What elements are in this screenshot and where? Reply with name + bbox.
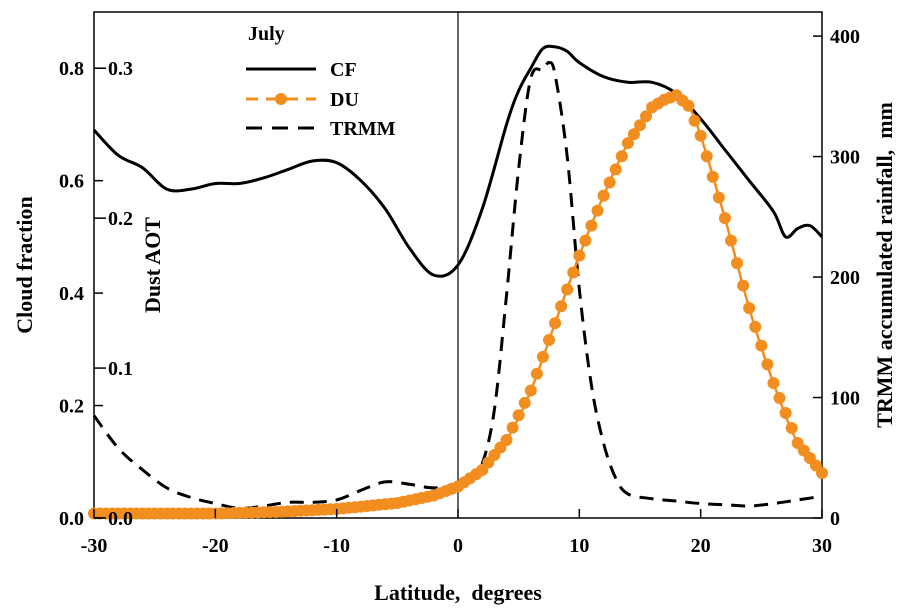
data-point-du [700, 150, 713, 163]
ticks-layer: -30 -20 -10 0 10 20 30 0.0 0.2 0.4 0.6 0.8 0.0 0.1 0.2… [59, 26, 860, 557]
series-line-cf [92, 44, 824, 278]
data-point-du [536, 350, 549, 363]
data-point-du [737, 279, 750, 292]
data-point-du [603, 176, 616, 189]
data-point-du [761, 358, 774, 371]
legend-label-trmm: TRMM [330, 118, 396, 140]
right-y-tick-label: 400 [830, 26, 860, 48]
inner-y-tick-label: 0.1 [108, 358, 133, 380]
data-point-du [773, 392, 786, 405]
series-markers-du [88, 89, 828, 520]
inner-y-tick-label: 0.3 [108, 58, 133, 80]
data-point-du [688, 114, 701, 127]
data-point-du [597, 189, 610, 202]
data-point-du [785, 422, 798, 435]
data-point-du [530, 367, 543, 380]
data-point-du [634, 119, 646, 132]
left-y-tick-label: 0.6 [59, 171, 84, 193]
data-point-du [506, 421, 519, 434]
data-point-du [524, 384, 537, 397]
left-y-axis-label: Cloud fraction [12, 196, 37, 334]
x-tick-label: 0 [453, 535, 463, 557]
data-point-du [712, 191, 725, 204]
data-point-du [555, 300, 568, 313]
x-tick-label: -20 [202, 535, 229, 557]
data-point-du [627, 128, 640, 141]
left-y-tick-label: 0.0 [59, 508, 84, 530]
legend-label-du: DU [330, 89, 359, 111]
data-point-du [543, 333, 555, 346]
x-axis-label: Latitude, degrees [374, 580, 542, 605]
data-point-du [706, 170, 719, 183]
data-point-du [621, 137, 634, 150]
legend: July CF DU TRMM [246, 23, 396, 140]
data-point-du [682, 99, 695, 112]
right-y-tick-label: 0 [830, 508, 840, 530]
data-point-du [718, 212, 731, 225]
inner-y-tick-label: 0.0 [108, 508, 133, 530]
data-point-du [549, 317, 562, 330]
data-point-du [573, 249, 586, 262]
data-point-du [561, 283, 574, 296]
right-y-tick-label: 100 [830, 388, 860, 410]
data-point-du [816, 467, 828, 480]
x-tick-label: 10 [569, 535, 589, 557]
x-tick-label: -30 [81, 535, 108, 557]
data-point-du [579, 234, 592, 247]
data-point-du [749, 320, 762, 333]
right-y-axis-label: TRMM accumulated rainfall, mm [872, 102, 897, 428]
data-point-du [755, 339, 768, 352]
inner-y-tick-label: 0.2 [108, 208, 133, 230]
data-point-du [609, 163, 622, 176]
x-tick-label: 30 [812, 535, 832, 557]
data-point-du [518, 396, 531, 409]
right-y-tick-label: 200 [830, 267, 860, 289]
data-point-du [500, 434, 513, 447]
x-tick-label: -10 [323, 535, 350, 557]
data-point-du [615, 150, 628, 163]
left-y-tick-label: 0.4 [59, 283, 84, 305]
inner-y-axis-label: Dust AOT [140, 217, 165, 313]
data-point-du [725, 234, 737, 247]
data-point-du [512, 409, 525, 422]
left-y-tick-label: 0.2 [59, 396, 84, 418]
data-point-du [779, 407, 792, 420]
legend-title: July [248, 23, 285, 45]
data-point-du [585, 219, 598, 232]
right-y-tick-label: 300 [830, 147, 860, 169]
data-point-du [640, 110, 653, 123]
series-layer [88, 44, 828, 520]
left-y-tick-label: 0.8 [59, 58, 84, 80]
data-point-du [731, 257, 744, 270]
data-point-du [743, 302, 756, 315]
data-point-du [767, 377, 780, 390]
legend-marker-du [275, 93, 287, 105]
legend-label-cf: CF [330, 59, 357, 81]
data-point-du [591, 204, 604, 217]
x-tick-label: 20 [691, 535, 711, 557]
data-point-du [694, 129, 707, 142]
data-point-du [567, 266, 580, 279]
